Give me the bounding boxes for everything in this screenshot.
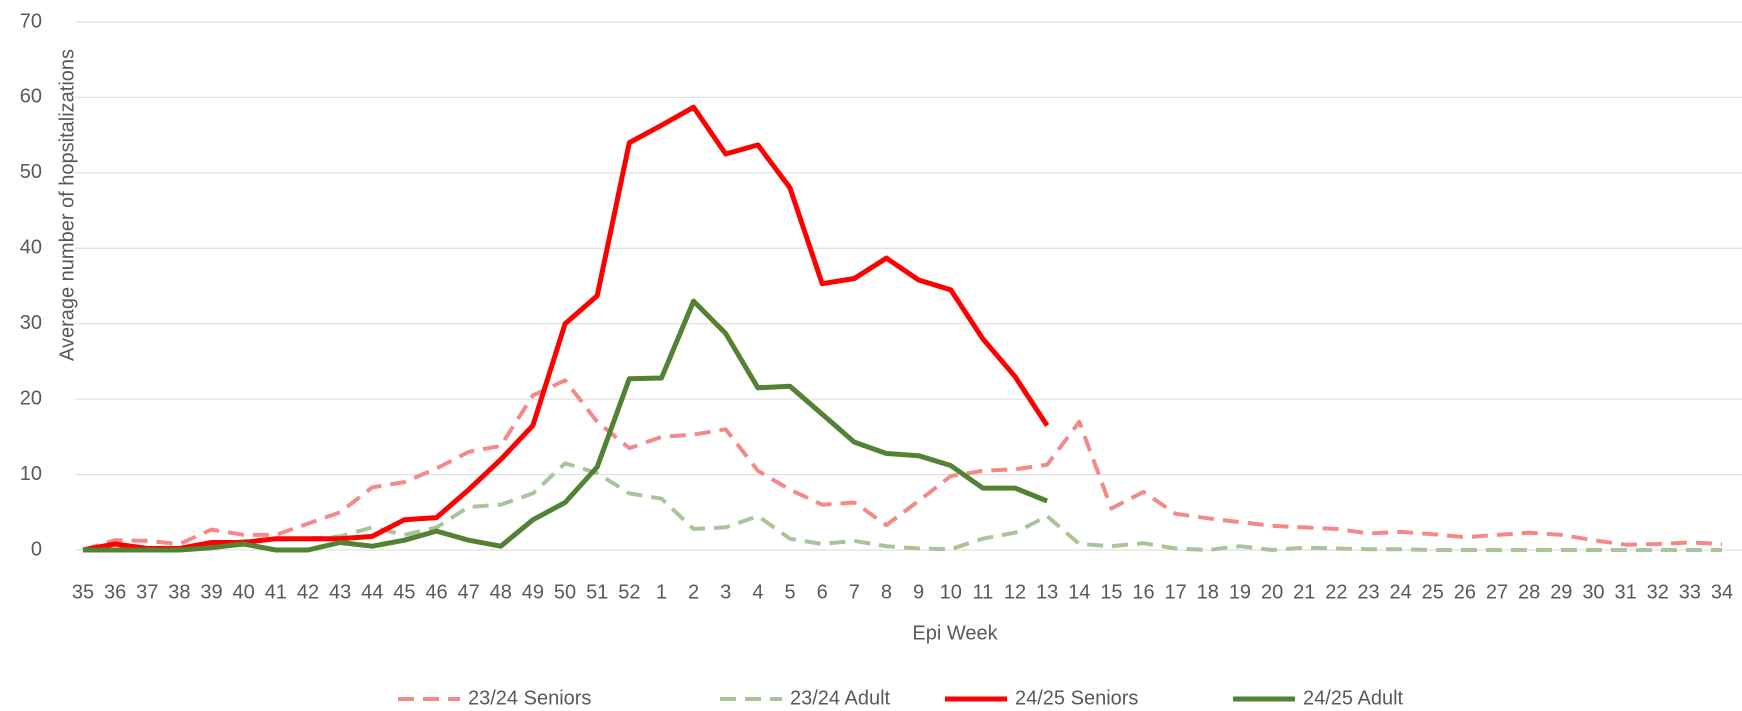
x-tick-label: 9 [913, 581, 924, 603]
x-tick-label: 13 [1036, 581, 1058, 603]
series-line [82, 104, 1050, 553]
x-tick-label: 38 [168, 581, 190, 603]
x-tick-label: 10 [940, 581, 962, 603]
x-tick-label: 34 [1711, 581, 1733, 603]
x-tick-label: 49 [522, 581, 544, 603]
y-tick-label: 20 [20, 387, 42, 409]
x-tick-label: 26 [1454, 581, 1476, 603]
series-line [82, 378, 1723, 552]
x-tick-label: 15 [1100, 581, 1122, 603]
x-tick-label: 2 [688, 581, 699, 603]
x-tick-label: 3 [720, 581, 731, 603]
x-tick-label: 19 [1229, 581, 1251, 603]
x-tick-label: 11 [972, 581, 993, 603]
x-tick-label: 29 [1550, 581, 1572, 603]
x-tick-label: 12 [1004, 581, 1026, 603]
legend-label: 23/24 Seniors [468, 687, 591, 709]
x-tick-label: 7 [849, 581, 860, 603]
x-tick-label: 24 [1390, 581, 1412, 603]
x-tick-label: 8 [881, 581, 892, 603]
x-tick-label: 44 [361, 581, 383, 603]
x-tick-label: 27 [1486, 581, 1508, 603]
x-tick-label: 50 [554, 581, 576, 603]
x-tick-label: 45 [393, 581, 415, 603]
y-tick-label: 60 [20, 86, 42, 108]
x-tick-label: 35 [72, 581, 94, 603]
y-tick-label: 0 [31, 538, 42, 560]
x-tick-label: 16 [1132, 581, 1154, 603]
y-tick-label: 50 [20, 161, 42, 183]
x-tick-label: 42 [297, 581, 319, 603]
legend-label: 24/25 Adult [1303, 687, 1404, 709]
x-tick-label: 21 [1293, 581, 1315, 603]
y-tick-label: 70 [20, 10, 42, 32]
x-tick-label: 33 [1679, 581, 1701, 603]
x-tick-label: 52 [618, 581, 640, 603]
x-tick-label: 32 [1647, 581, 1669, 603]
x-tick-label: 22 [1325, 581, 1347, 603]
x-tick-label: 5 [784, 581, 795, 603]
x-tick-label: 31 [1614, 581, 1636, 603]
x-tick-label: 40 [233, 581, 255, 603]
x-tick-label: 41 [265, 581, 287, 603]
y-tick-label: 40 [20, 237, 42, 259]
x-tick-label: 36 [104, 581, 126, 603]
series-line [83, 298, 1049, 553]
x-tick-label: 17 [1165, 581, 1187, 603]
x-tick-label: 39 [200, 581, 222, 603]
x-tick-label: 23 [1357, 581, 1379, 603]
x-axis-title: Epi Week [912, 622, 998, 644]
x-tick-label: 6 [817, 581, 828, 603]
x-tick-label: 46 [425, 581, 447, 603]
x-tick-label: 18 [1197, 581, 1219, 603]
x-tick-label: 20 [1261, 581, 1283, 603]
x-tick-label: 4 [752, 581, 763, 603]
x-tick-label: 48 [490, 581, 512, 603]
x-tick-label: 47 [458, 581, 480, 603]
x-tick-label: 51 [586, 581, 608, 603]
x-tick-label: 25 [1422, 581, 1444, 603]
x-tick-label: 28 [1518, 581, 1540, 603]
legend-label: 24/25 Seniors [1015, 687, 1138, 709]
x-tick-label: 30 [1582, 581, 1604, 603]
y-axis-title: Average number of hopsitalizations [56, 49, 78, 361]
y-tick-label: 10 [20, 463, 42, 485]
x-tick-label: 14 [1068, 581, 1090, 603]
series-line [82, 461, 1722, 552]
x-tick-label: 43 [329, 581, 351, 603]
legend-label: 23/24 Adult [790, 687, 891, 709]
y-tick-label: 30 [20, 312, 42, 334]
x-tick-label: 1 [656, 581, 667, 603]
x-tick-label: 37 [136, 581, 158, 603]
